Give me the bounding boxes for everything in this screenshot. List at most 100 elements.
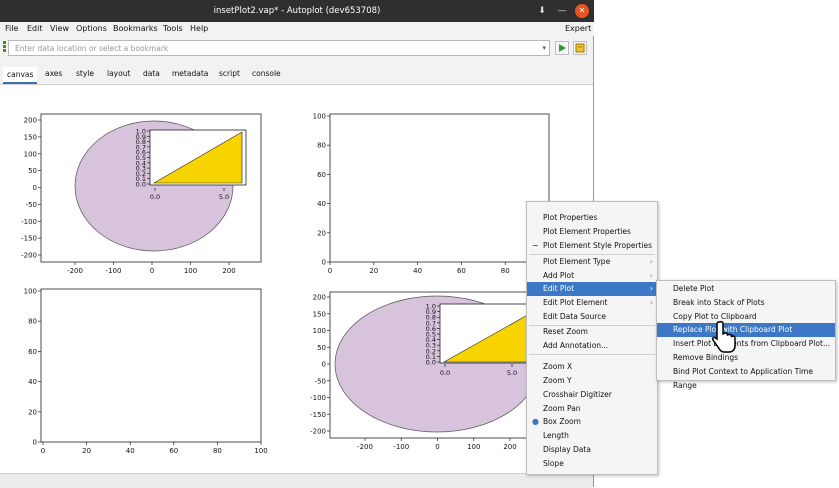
menu-item-display-data[interactable]: Display Data (543, 445, 591, 454)
inset-x-axis: 0.0 5.0 (440, 364, 517, 377)
data-location-field[interactable]: Enter data location or select a bookmark… (8, 40, 550, 56)
menu-separator (529, 325, 655, 326)
tab-script[interactable]: script (219, 69, 240, 78)
menu-bookmarks[interactable]: Bookmarks (113, 24, 158, 33)
tab-canvas[interactable]: canvas (3, 67, 38, 84)
menu-item-plot-element-style-properties[interactable]: ~ Plot Element Style Properties (527, 239, 657, 253)
menu-item-copy-plot[interactable]: Copy Plot to Clipboard (673, 312, 757, 321)
menu-item-add-annotation[interactable]: Add Annotation... (543, 341, 609, 350)
y-tick-label: -50 (315, 377, 326, 385)
x-tick-label: -200 (357, 443, 373, 451)
plot-top-left[interactable]: 200 150 100 50 0 -50 -100 -150 -200 -200 -100 0 100… (21, 113, 262, 275)
menu-item-bind-plot-context[interactable]: Bind Plot Context to Application Time Ra… (673, 367, 813, 390)
triangle-trace (152, 131, 243, 184)
menu-item-insert-plot-elements[interactable]: Insert Plot Elements from Clipboard Plot… (673, 339, 831, 348)
tab-data[interactable]: data (143, 69, 160, 78)
menu-item-replace-plot[interactable]: Replace Plot with Clipboard Plot (657, 323, 835, 337)
menu-options[interactable]: Options (76, 24, 107, 33)
close-icon[interactable]: ✕ (575, 4, 589, 18)
y-tick-label: 0.2 (136, 170, 146, 178)
menu-item-break-into-stack[interactable]: Break into Stack of Plots (673, 298, 765, 307)
context-menu: Plot Properties Plot Element Properties … (526, 201, 658, 475)
y-tick-label: 20 (317, 229, 326, 237)
menu-view[interactable]: View (50, 24, 69, 33)
x-tick-label: 0.0 (440, 369, 450, 377)
x-tick-label: 0.0 (150, 193, 160, 201)
y-tick-label: 40 (28, 378, 37, 386)
menu-tools[interactable]: Tools (163, 24, 183, 33)
menu-item-crosshair-digitizer[interactable]: Crosshair Digitizer (543, 390, 612, 399)
menu-item-reset-zoom[interactable]: Reset Zoom (543, 327, 588, 336)
y-tick-label: 0 (33, 439, 37, 447)
download-icon[interactable]: ⬇ (538, 6, 546, 16)
menu-file[interactable]: File (5, 24, 19, 33)
tab-console[interactable]: console (252, 69, 281, 78)
menu-item-edit-plot[interactable]: Edit Plot › (527, 282, 657, 296)
chevron-down-icon[interactable]: ▾ (542, 44, 546, 52)
y-tick-label: -150 (21, 235, 37, 243)
plot-top-right[interactable]: 100 80 60 40 20 0 0 20 40 60 80 100 (313, 113, 556, 276)
menu-item-box-zoom[interactable]: ● Box Zoom (527, 415, 657, 429)
y-tick-label: 0.7 (426, 319, 436, 327)
menu-item-zoom-y[interactable]: Zoom Y (543, 376, 572, 385)
x-axis: -200 -100 0 100 200 (67, 262, 236, 275)
x-tick-label: 60 (457, 267, 466, 275)
y-tick-label: -50 (26, 201, 37, 209)
y-tick-label: 0.2 (426, 347, 436, 355)
menu-expert[interactable]: Expert (565, 24, 592, 33)
menu-edit[interactable]: Edit (27, 24, 43, 33)
x-tick-label: -100 (106, 267, 122, 275)
x-tick-label: 0 (41, 447, 45, 455)
y-tick-label: 0.1 (426, 353, 436, 361)
y-tick-label: 40 (317, 200, 326, 208)
y-tick-label: -100 (310, 394, 326, 402)
y-tick-label: 0.5 (426, 331, 436, 339)
menu-item-label: Box Zoom (543, 417, 581, 426)
y-tick-label: 20 (28, 408, 37, 416)
y-tick-label: 200 (313, 294, 326, 302)
y-tick-label: -200 (21, 252, 37, 260)
x-tick-label: 0 (150, 267, 154, 275)
tab-axes[interactable]: axes (45, 69, 63, 78)
tab-style[interactable]: style (76, 69, 94, 78)
menu-item-length[interactable]: Length (543, 431, 569, 440)
plot-bottom-right[interactable]: 200 150 100 50 0 -50 -100 -150 -200 -200 -100 0 100… (310, 291, 550, 451)
x-tick-label: 0 (328, 267, 332, 275)
bookmark-icon[interactable] (573, 41, 587, 55)
menu-item-zoom-x[interactable]: Zoom X (543, 362, 573, 371)
menu-item-plot-properties[interactable]: Plot Properties (543, 213, 598, 222)
autoplot-window: insetPlot2.vap* - Autoplot (dev653708) ⬇… (0, 0, 594, 488)
y-axis: 100 80 60 40 20 0 (24, 288, 41, 447)
plot-bottom-left[interactable]: 100 80 60 40 20 0 0 20 40 60 80 100 (24, 288, 268, 456)
x-tick-label: 80 (501, 267, 510, 275)
minimize-icon[interactable]: — (557, 6, 567, 16)
menu-item-zoom-pan[interactable]: Zoom Pan (543, 404, 581, 413)
y-tick-label: 1.0 (426, 303, 436, 311)
x-tick-label: 0 (435, 443, 439, 451)
tab-layout[interactable]: layout (107, 69, 131, 78)
menu-item-add-plot[interactable]: Add Plot › (527, 269, 657, 283)
tab-metadata[interactable]: metadata (172, 69, 209, 78)
chevron-right-icon: › (649, 257, 653, 266)
menu-item-delete-plot[interactable]: Delete Plot (673, 284, 715, 293)
y-tick-label: 0 (322, 259, 326, 267)
y-tick-label: 0.8 (136, 138, 146, 146)
menu-help[interactable]: Help (190, 24, 209, 33)
drag-handle-icon[interactable] (3, 41, 8, 55)
x-tick-label: 60 (169, 447, 178, 455)
x-tick-label: 40 (413, 267, 422, 275)
menu-item-edit-plot-element[interactable]: Edit Plot Element › (527, 296, 657, 310)
y-tick-label: 60 (28, 348, 37, 356)
menu-item-plot-element-properties[interactable]: Plot Element Properties (543, 227, 631, 236)
x-tick-label: 100 (184, 267, 197, 275)
menu-item-plot-element-type[interactable]: Plot Element Type › (527, 255, 657, 269)
menu-item-remove-bindings[interactable]: Remove Bindings (673, 353, 739, 362)
y-tick-label: -150 (310, 411, 326, 419)
play-icon[interactable] (555, 41, 569, 55)
y-tick-label: -200 (310, 428, 326, 436)
menu-item-edit-data-source[interactable]: Edit Data Source (543, 312, 606, 321)
x-tick-label: 5.0 (219, 193, 229, 201)
y-tick-label: 60 (317, 171, 326, 179)
menu-item-slope[interactable]: Slope (543, 459, 564, 468)
